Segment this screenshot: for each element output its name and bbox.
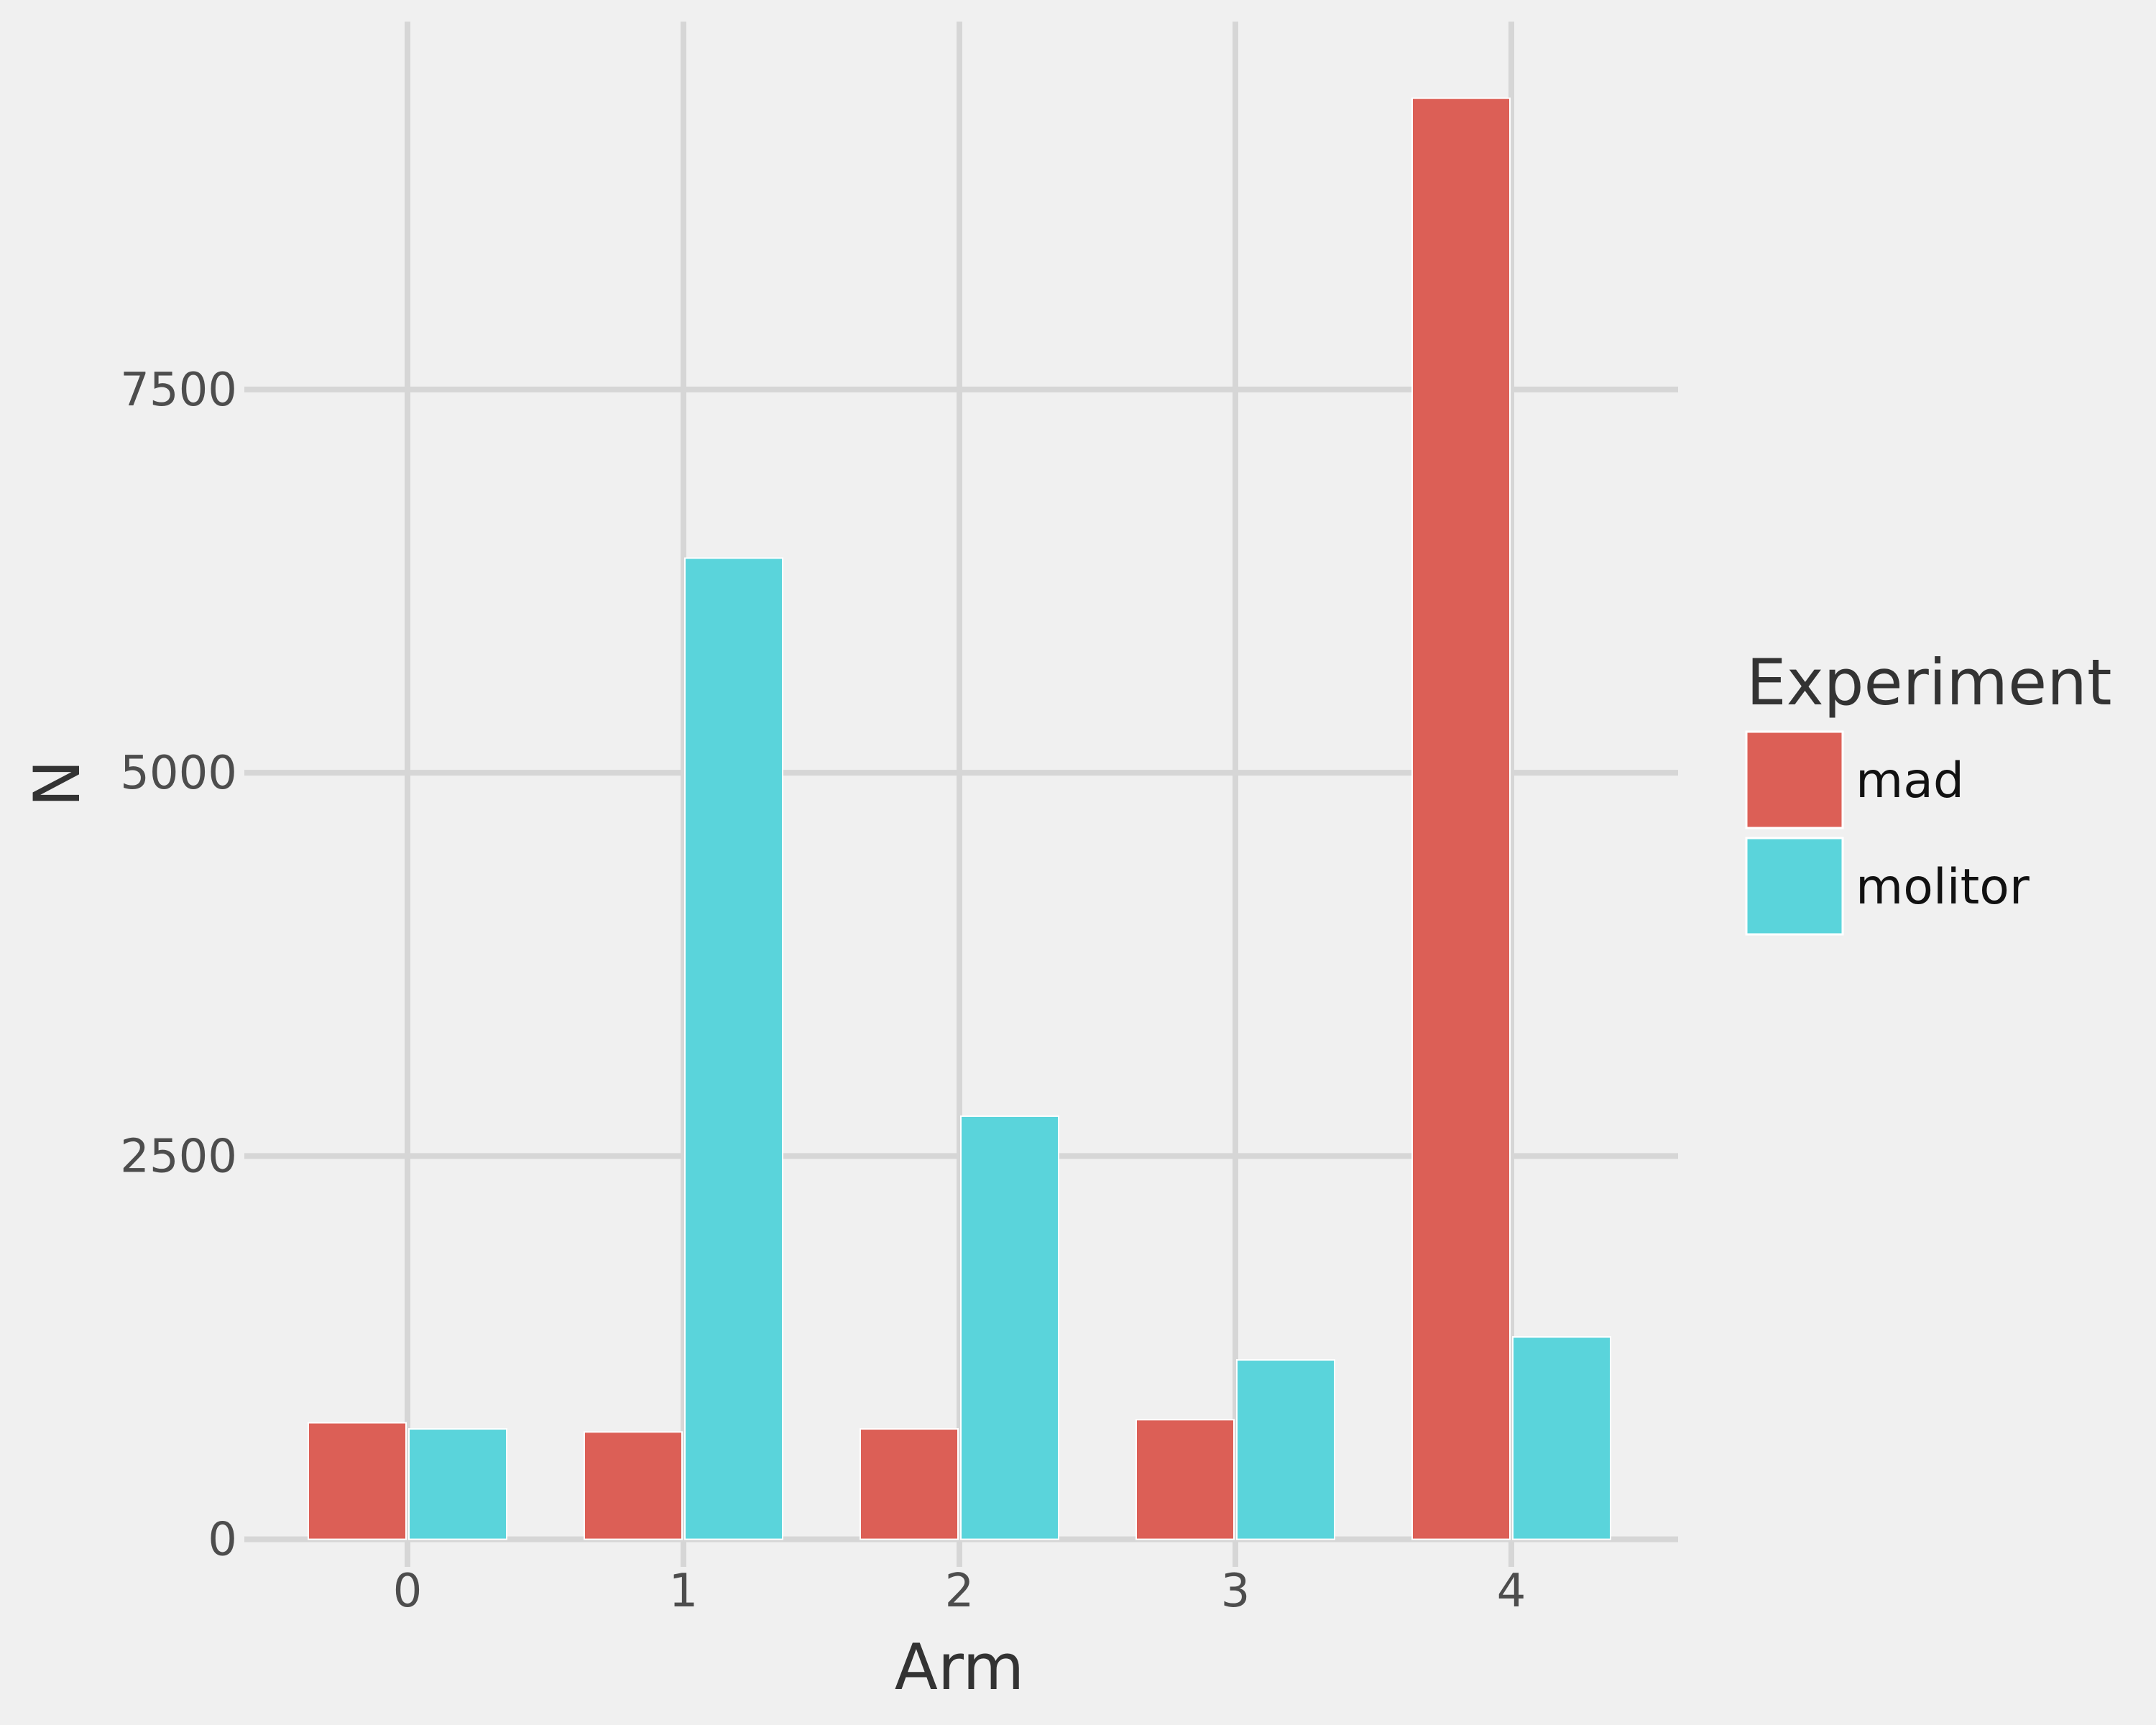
- x-tick-labels: 0 1 2 3 4: [393, 1565, 1526, 1618]
- y-axis-title: N: [20, 760, 94, 807]
- bar-molitor-arm-2: [960, 1115, 1059, 1540]
- gridlines: [244, 22, 1678, 1567]
- x-axis-title: Arm: [895, 1630, 1025, 1704]
- bar-molitor-arm-3: [1236, 1359, 1335, 1540]
- bar-molitor-arm-4: [1512, 1336, 1611, 1540]
- bar-molitor-arm-0: [408, 1428, 507, 1540]
- y-tick-label: 2500: [120, 1130, 237, 1183]
- legend: Experiment mad molitor: [1745, 645, 2111, 936]
- legend-label-molitor: molitor: [1856, 859, 2030, 916]
- x-tick-label: 1: [669, 1565, 699, 1618]
- bar-mad-arm-2: [860, 1428, 959, 1540]
- x-tick-label: 3: [1221, 1565, 1250, 1618]
- legend-swatch-mad: [1745, 730, 1844, 829]
- legend-swatch-molitor: [1745, 837, 1844, 936]
- x-tick-label: 2: [945, 1565, 975, 1618]
- legend-items: mad molitor: [1745, 730, 2030, 936]
- bar-mad-arm-0: [308, 1422, 407, 1540]
- y-tick-label: 7500: [120, 364, 237, 417]
- bar-mad-arm-4: [1411, 97, 1511, 1540]
- legend-title: Experiment: [1746, 645, 2111, 719]
- bar-mad-arm-1: [584, 1431, 683, 1540]
- bar-mad-arm-3: [1135, 1419, 1235, 1540]
- y-tick-label: 5000: [120, 747, 237, 800]
- x-tick-label: 0: [393, 1565, 423, 1618]
- y-tick-labels: 0 2500 5000 7500: [120, 364, 237, 1567]
- legend-label-mad: mad: [1856, 753, 1964, 809]
- y-tick-label: 0: [208, 1514, 237, 1567]
- bar-molitor-arm-1: [684, 557, 783, 1540]
- x-tick-label: 4: [1497, 1565, 1526, 1618]
- bars: [308, 97, 1611, 1540]
